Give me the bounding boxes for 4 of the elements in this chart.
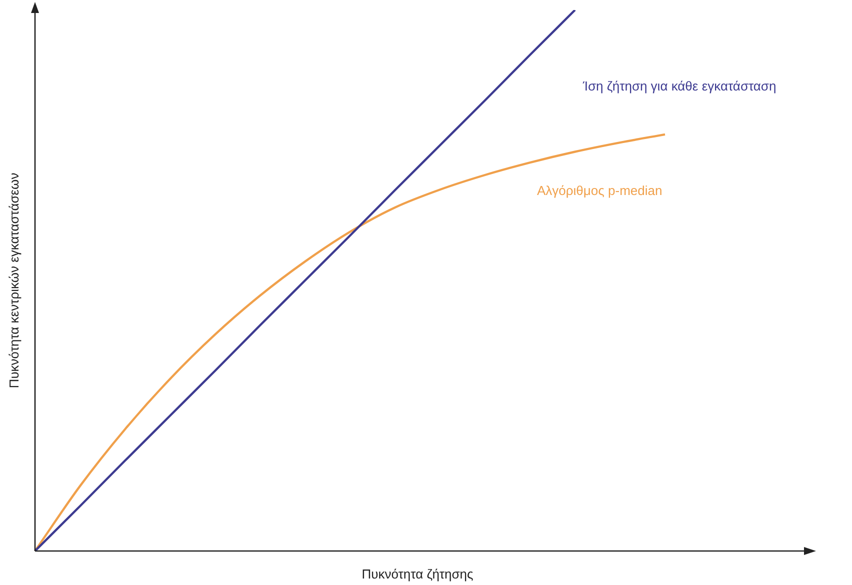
y-axis-title: Πυκνότητα κεντρικών εγκαταστάσεων <box>6 172 22 388</box>
text: Ίση ζήτηση για κάθε εγκατάσταση <box>582 78 776 94</box>
series-label: Αλγόριθμος p-median <box>537 183 662 198</box>
x-axis-title: Πυκνότητα ζήτησης <box>362 566 474 582</box>
